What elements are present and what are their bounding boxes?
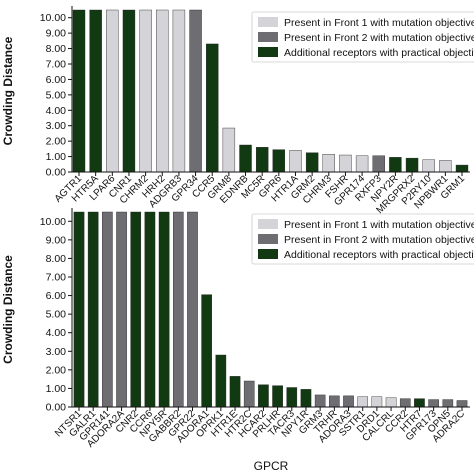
panel2-bar xyxy=(329,395,340,408)
panel1-y-tick-label: 1.00 xyxy=(46,151,67,163)
panel2-bar xyxy=(442,399,454,408)
panel1-y-tick-label: 3.00 xyxy=(46,120,67,132)
panel1-bar xyxy=(405,157,419,173)
panel2-bar xyxy=(172,211,184,408)
panel2-y-tick-label: 9.00 xyxy=(46,234,67,246)
panel1-legend-swatch xyxy=(258,17,278,27)
panel1-y-axis-label: Crowding Distance xyxy=(1,36,15,145)
panel1-bar xyxy=(339,154,352,173)
panel2-bar xyxy=(229,376,241,408)
panel2-bar xyxy=(102,211,113,408)
panel2-x-axis-label: GPCR xyxy=(254,459,289,473)
panel1-bar xyxy=(422,159,435,173)
panel2-bar xyxy=(456,400,468,408)
panel2-legend-label: Additional receptors with practical obje… xyxy=(284,249,474,261)
panel2-bar xyxy=(258,384,269,408)
panel1-y-tick-label: 7.00 xyxy=(46,59,67,71)
panel1-bar xyxy=(206,43,219,173)
panel1-bar xyxy=(372,155,385,173)
panel1-y-tick-label: 9.00 xyxy=(46,28,67,40)
panel2-y-tick-label: 6.00 xyxy=(46,290,67,302)
panel1-bar xyxy=(272,149,286,173)
panel1-y-tick-label: 8.00 xyxy=(46,43,67,55)
panel2-bar xyxy=(343,395,354,408)
panel2-legend-swatch xyxy=(258,219,278,229)
panel2-legend-box xyxy=(251,213,474,265)
panel1-bar xyxy=(122,9,136,173)
panel2-bar xyxy=(87,211,99,408)
panel1-y-tick-label: 5.00 xyxy=(46,89,67,101)
panel1-legend-label: Present in Front 2 with mutation objecti… xyxy=(284,32,474,44)
panel1-bar xyxy=(355,155,369,173)
panel2-y-tick-label: 7.00 xyxy=(46,272,67,284)
panel1-bar xyxy=(172,9,186,173)
panel2-legend-swatch xyxy=(258,249,278,259)
panel1-bar xyxy=(439,160,452,173)
panel1-bar xyxy=(289,150,302,173)
panel2-bar xyxy=(130,211,142,408)
panel2-bar xyxy=(144,211,156,408)
panel2-bar xyxy=(371,396,383,408)
panel2-bar xyxy=(314,394,326,408)
panel2-y-tick-label: 8.00 xyxy=(46,253,67,265)
panel1-bar xyxy=(239,144,252,173)
panel1-bar xyxy=(222,127,236,173)
panel1-y-tick-label: 2.00 xyxy=(46,136,67,148)
panel2-bar xyxy=(243,380,255,408)
panel2-y-tick-label: 0.00 xyxy=(46,402,67,414)
panel1-bar xyxy=(389,157,402,173)
panel1-legend-label: Additional receptors with practical obje… xyxy=(284,47,474,59)
panel1-bar xyxy=(455,164,469,173)
panel2-y-tick-label: 3.00 xyxy=(46,346,67,358)
panel1-y-tick-label: 10.00 xyxy=(40,12,66,24)
panel1-bar xyxy=(189,9,202,173)
panel2-bar xyxy=(201,294,212,408)
panel2-bar xyxy=(428,399,439,408)
panel1-y-tick-label: 0.00 xyxy=(46,167,67,179)
panel2-bar xyxy=(272,385,283,408)
panel1-legend-box xyxy=(251,11,474,63)
panel1-bar xyxy=(72,9,86,173)
panel2-bar xyxy=(215,354,227,408)
panel2-y-tick-label: 1.00 xyxy=(46,383,67,395)
panel2-y-tick-label: 4.00 xyxy=(46,327,67,339)
panel2-bar xyxy=(73,211,85,408)
panel2-y-tick-label: 5.00 xyxy=(46,309,67,321)
panel1-bar xyxy=(106,9,119,173)
panel1-y-tick-label: 4.00 xyxy=(46,105,67,117)
panel1-bar xyxy=(305,152,319,173)
panel2-legend-label: Present in Front 2 with mutation objecti… xyxy=(284,234,474,246)
panel2-bar xyxy=(116,211,127,408)
panel2-y-axis-label: Crowding Distance xyxy=(1,255,15,364)
panel2-bar xyxy=(385,397,397,408)
panel2-y-tick-label: 2.00 xyxy=(46,364,67,376)
panel1-legend-label: Present in Front 1 with mutation objecti… xyxy=(284,17,474,29)
panel2-legend-swatch xyxy=(258,234,278,244)
panel2-bar xyxy=(300,389,312,408)
panel2-bar xyxy=(357,396,369,408)
panel2-bar xyxy=(414,398,425,408)
panel2-bar xyxy=(399,398,411,408)
panel2-bar xyxy=(158,211,170,408)
panel1-y-tick-label: 6.00 xyxy=(46,74,67,86)
panel1-bar xyxy=(255,147,269,173)
panel1-legend-swatch xyxy=(258,32,278,42)
panel1-legend-swatch xyxy=(258,47,278,57)
panel1-bar xyxy=(322,154,335,173)
panel2-bar xyxy=(286,387,298,408)
panel1-bar xyxy=(139,9,152,173)
panel1-bar xyxy=(156,9,169,173)
panel2-y-tick-label: 10.00 xyxy=(40,216,66,228)
panel2-bar xyxy=(187,211,198,408)
panel2-legend-label: Present in Front 1 with mutation objecti… xyxy=(284,219,474,231)
panel1-bar xyxy=(89,9,102,173)
